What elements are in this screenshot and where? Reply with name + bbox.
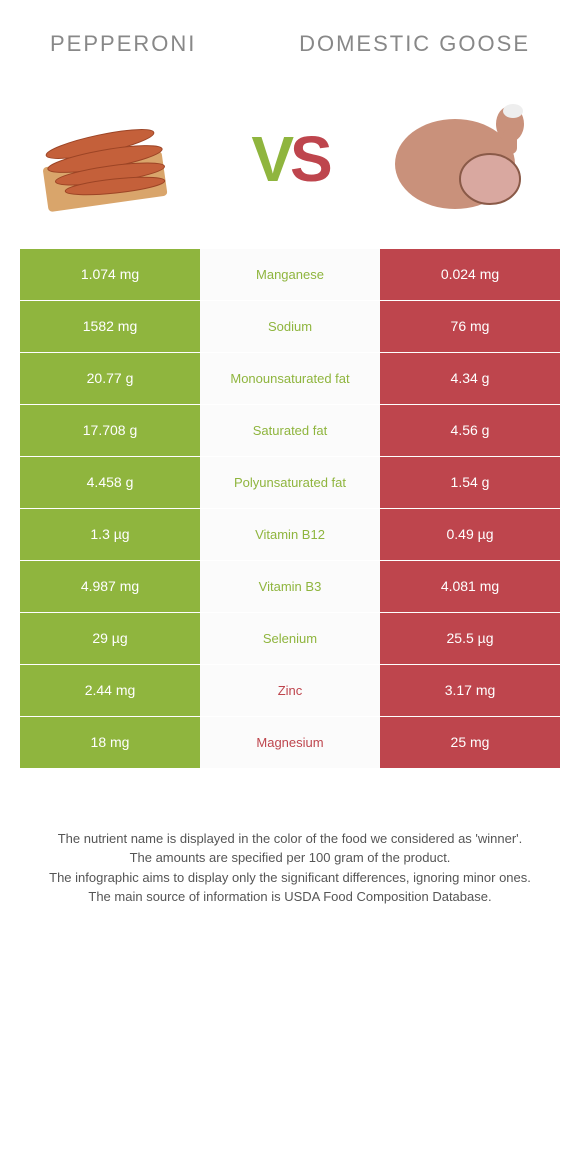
nutrient-label-cell: Sodium	[200, 301, 380, 353]
nutrient-label-cell: Polyunsaturated fat	[200, 457, 380, 509]
nutrient-label-cell: Monounsaturated fat	[200, 353, 380, 405]
nutrient-row: 29 µgSelenium25.5 µg	[20, 613, 560, 665]
left-value-cell: 1582 mg	[20, 301, 200, 353]
vs-v-letter: V	[251, 123, 290, 195]
right-value-cell: 0.49 µg	[380, 509, 560, 561]
vs-row: VS	[20, 89, 560, 249]
left-value-cell: 20.77 g	[20, 353, 200, 405]
right-value-cell: 76 mg	[380, 301, 560, 353]
pepperoni-image	[30, 99, 200, 219]
nutrient-label-cell: Vitamin B3	[200, 561, 380, 613]
nutrient-label-cell: Vitamin B12	[200, 509, 380, 561]
nutrient-row: 1.3 µgVitamin B120.49 µg	[20, 509, 560, 561]
left-value-cell: 4.458 g	[20, 457, 200, 509]
left-value-cell: 2.44 mg	[20, 665, 200, 717]
footer-line-2: The amounts are specified per 100 gram o…	[40, 848, 540, 868]
nutrient-label-cell: Selenium	[200, 613, 380, 665]
right-food-title: Domestic goose	[299, 30, 530, 59]
footer-notes: The nutrient name is displayed in the co…	[20, 769, 560, 907]
nutrient-label-cell: Saturated fat	[200, 405, 380, 457]
nutrient-row: 2.44 mgZinc3.17 mg	[20, 665, 560, 717]
left-value-cell: 1.074 mg	[20, 249, 200, 301]
nutrient-label-cell: Magnesium	[200, 717, 380, 769]
right-value-cell: 25.5 µg	[380, 613, 560, 665]
right-value-cell: 1.54 g	[380, 457, 560, 509]
right-value-cell: 0.024 mg	[380, 249, 560, 301]
left-value-cell: 1.3 µg	[20, 509, 200, 561]
footer-line-1: The nutrient name is displayed in the co…	[40, 829, 540, 849]
vs-label: VS	[251, 122, 328, 196]
right-value-cell: 4.081 mg	[380, 561, 560, 613]
nutrient-label-cell: Manganese	[200, 249, 380, 301]
left-value-cell: 17.708 g	[20, 405, 200, 457]
nutrient-row: 4.458 gPolyunsaturated fat1.54 g	[20, 457, 560, 509]
nutrient-row: 1.074 mgManganese0.024 mg	[20, 249, 560, 301]
left-value-cell: 29 µg	[20, 613, 200, 665]
nutrient-row: 18 mgMagnesium25 mg	[20, 717, 560, 769]
nutrient-table: 1.074 mgManganese0.024 mg1582 mgSodium76…	[20, 249, 560, 769]
right-value-cell: 25 mg	[380, 717, 560, 769]
nutrient-row: 20.77 gMonounsaturated fat4.34 g	[20, 353, 560, 405]
vs-s-letter: S	[290, 123, 329, 195]
nutrient-row: 17.708 gSaturated fat4.56 g	[20, 405, 560, 457]
right-value-cell: 3.17 mg	[380, 665, 560, 717]
nutrient-label-cell: Zinc	[200, 665, 380, 717]
right-value-cell: 4.34 g	[380, 353, 560, 405]
header-row: Pepperoni Domestic goose	[20, 30, 560, 89]
nutrient-row: 1582 mgSodium76 mg	[20, 301, 560, 353]
goose-image	[380, 99, 550, 219]
left-value-cell: 4.987 mg	[20, 561, 200, 613]
left-value-cell: 18 mg	[20, 717, 200, 769]
nutrient-row: 4.987 mgVitamin B34.081 mg	[20, 561, 560, 613]
left-food-title: Pepperoni	[50, 30, 196, 59]
footer-line-4: The main source of information is USDA F…	[40, 887, 540, 907]
right-value-cell: 4.56 g	[380, 405, 560, 457]
footer-line-3: The infographic aims to display only the…	[40, 868, 540, 888]
